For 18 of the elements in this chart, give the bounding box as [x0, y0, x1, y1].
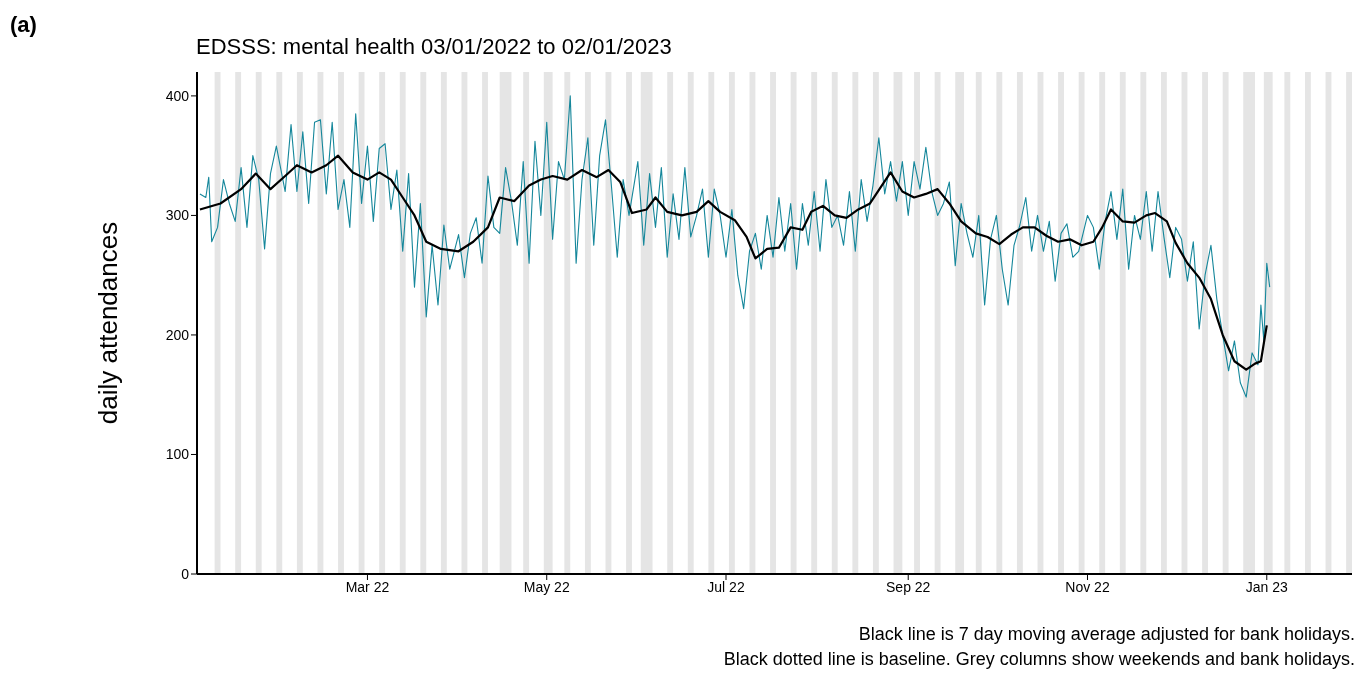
- x-tick-label: Sep 22: [886, 578, 931, 595]
- x-tick-label: Jul 22: [707, 578, 745, 595]
- line-series: [198, 154, 1268, 371]
- x-tick-label: Nov 22: [1065, 578, 1110, 595]
- y-tick-label: 0: [181, 565, 190, 582]
- text: (a): [10, 12, 37, 38]
- y-tick-label: 100: [165, 446, 190, 463]
- x-tick-label: Mar 22: [345, 578, 390, 595]
- y-tick-label: 400: [165, 87, 190, 104]
- x-tick-label: May 22: [523, 578, 570, 595]
- x-tick-label: Jan 23: [1245, 578, 1288, 595]
- chart-title: EDSSS: mental health 03/01/2022 to 02/01/2023: [196, 34, 672, 60]
- text: Black dotted line is baseline. Grey columns show weekends and bank holidays.: [723, 649, 1355, 670]
- y-tick-label: 200: [165, 326, 190, 343]
- line-series: [199, 95, 1271, 398]
- text: Black line is 7 day moving average adjusted for bank holidays.: [858, 624, 1355, 645]
- y-axis-title: daily attendances: [93, 221, 124, 425]
- y-tick-label: 300: [165, 207, 190, 224]
